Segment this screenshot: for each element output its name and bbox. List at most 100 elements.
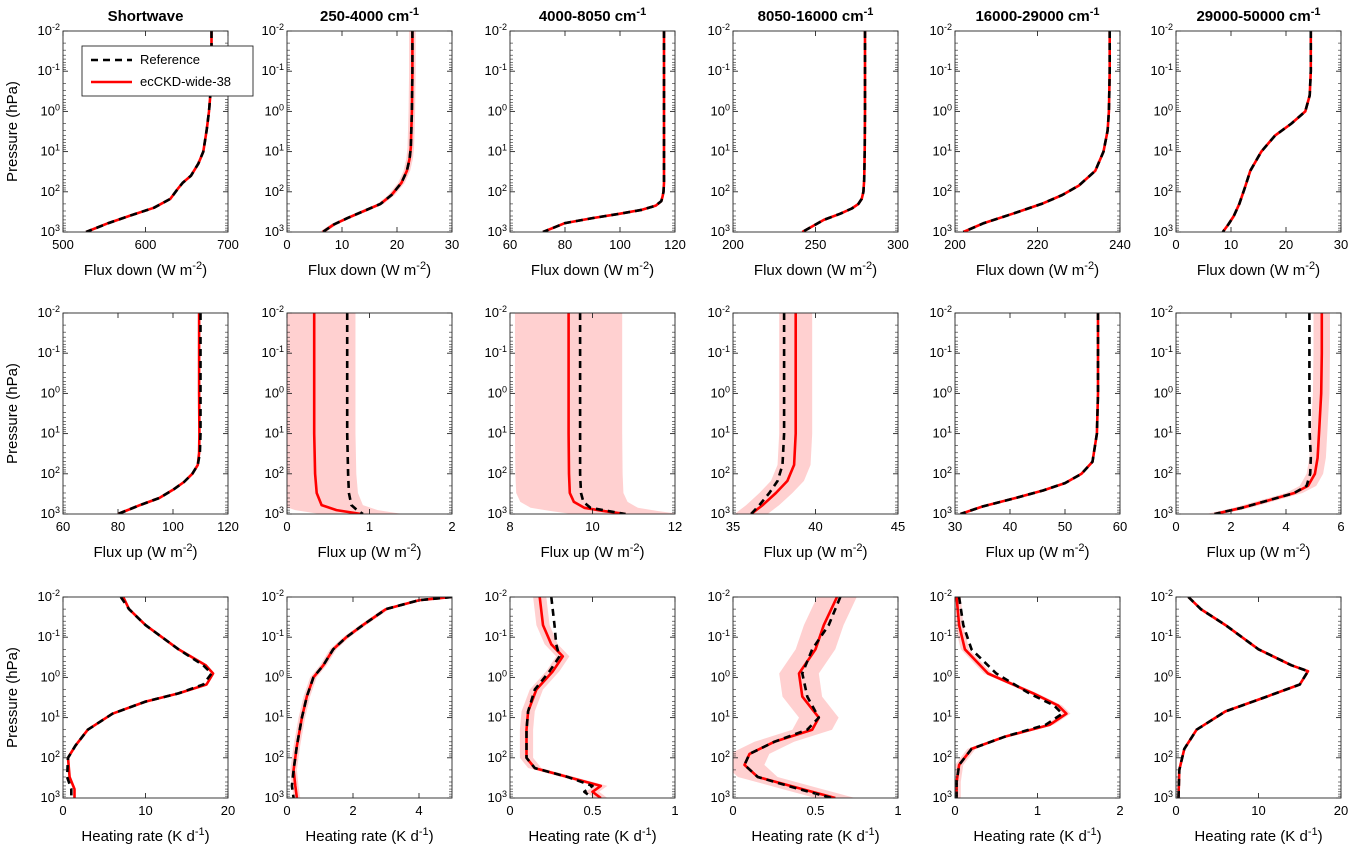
uncertainty-band	[734, 313, 813, 514]
x-tick-label: 60	[503, 237, 517, 252]
y-tick-label: 103​	[1154, 505, 1173, 521]
x-tick-label: 4	[1282, 519, 1289, 534]
y-tick-label: 102​	[265, 749, 284, 765]
y-tick-label: 102​	[933, 749, 952, 765]
y-tick-label: 101​	[1154, 425, 1173, 441]
y-tick-label: 100​	[1154, 102, 1173, 118]
x-tick-label: 12	[668, 519, 682, 534]
y-tick-label: 102​	[933, 183, 952, 199]
x-tick-label: 600	[135, 237, 157, 252]
x-tick-label: 50	[1058, 519, 1072, 534]
y-tick-label: 101​	[711, 709, 730, 725]
x-tick-label: 35	[726, 519, 740, 534]
eccckd-line	[750, 313, 798, 514]
y-tick-label: 10-2​	[38, 304, 60, 320]
x-tick-label: 0	[283, 803, 290, 818]
panel-r0-c1: 10-2​ 10-1​ 100​ 101​ 102​ 103​0 10 20 30 Flux do…	[262, 6, 460, 279]
x-axis-label: Heating rate (K d-1​)	[751, 826, 879, 845]
y-tick-label: 103​	[933, 505, 952, 521]
y-tick-label: 103​	[41, 505, 60, 521]
x-axis-label: Heating rate (K d-1​)	[1194, 826, 1322, 845]
y-tick-label: 103​	[265, 789, 284, 805]
y-tick-label: 101​	[41, 143, 60, 159]
y-axis-label: Pressure (hPa)	[4, 647, 21, 748]
y-tick-label: 10-2​	[38, 22, 60, 38]
y-tick-label: 10-2​	[262, 22, 284, 38]
panel-r2-c4: 10-2​ 10-1​ 100​ 101​ 102​ 103​0 1 2 Heating rat…	[930, 588, 1124, 845]
reference-line	[1221, 31, 1313, 232]
y-tick-label: 10-1​	[930, 628, 952, 644]
y-axis-label: Pressure (hPa)	[4, 363, 21, 464]
y-tick-label: 102​	[265, 183, 284, 199]
axes-box	[286, 596, 453, 799]
y-tick-label: 10-2​	[930, 22, 952, 38]
x-tick-label: 8	[506, 519, 513, 534]
y-tick-label: 102​	[41, 749, 60, 765]
reference-line	[117, 313, 202, 514]
panel-title: 29000-50000 cm-1​	[1196, 6, 1320, 25]
x-axis-label: Heating rate (K d-1​)	[305, 826, 433, 845]
y-tick-label: 103​	[711, 223, 730, 239]
reference-line	[345, 313, 364, 514]
x-tick-label: 1	[1034, 803, 1041, 818]
x-tick-label: 60	[1113, 519, 1127, 534]
x-tick-label: 20	[221, 803, 235, 818]
y-tick-label: 100​	[265, 102, 284, 118]
x-axis-label: Flux down (W m-2​)	[84, 260, 207, 279]
y-tick-label: 101​	[1154, 143, 1173, 159]
x-tick-label: 10	[1251, 803, 1265, 818]
y-tick-label: 10-2​	[930, 588, 952, 604]
y-tick-label: 100​	[711, 102, 730, 118]
eccckd-line	[66, 597, 215, 798]
reference-line	[290, 597, 452, 798]
x-tick-label: 2	[349, 803, 356, 818]
uncertainty-band	[1206, 313, 1330, 514]
x-tick-label: 0	[1172, 519, 1179, 534]
y-tick-label: 10-2​	[485, 22, 507, 38]
y-tick-label: 101​	[1154, 709, 1173, 725]
y-tick-label: 101​	[265, 709, 284, 725]
x-axis-label: Heating rate (K d-1​)	[81, 826, 209, 845]
uncertainty-band	[733, 597, 857, 798]
legend-reference-label: Reference	[140, 52, 200, 67]
reference-line	[542, 31, 666, 232]
y-tick-label: 100​	[488, 384, 507, 400]
x-tick-label: 10	[138, 803, 152, 818]
y-tick-label: 10-1​	[485, 344, 507, 360]
panel-r2-c0: 10-2​ 10-1​ 100​ 101​ 102​ 103​0 10 20 Heating r…	[4, 588, 235, 845]
x-tick-label: 10	[335, 237, 349, 252]
y-tick-label: 102​	[488, 465, 507, 481]
y-tick-label: 10-1​	[38, 62, 60, 78]
y-tick-label: 101​	[933, 709, 952, 725]
uncertainty-band	[514, 313, 675, 514]
y-tick-label: 100​	[41, 102, 60, 118]
x-tick-label: 100	[162, 519, 184, 534]
y-tick-label: 103​	[41, 223, 60, 239]
x-tick-label: 40	[1003, 519, 1017, 534]
y-tick-label: 100​	[488, 102, 507, 118]
eccckd-line	[312, 313, 362, 514]
y-tick-label: 100​	[41, 668, 60, 684]
x-tick-label: 4	[415, 803, 422, 818]
axes-box	[732, 30, 899, 233]
x-axis-label: Heating rate (K d-1​)	[528, 826, 656, 845]
y-tick-label: 103​	[933, 223, 952, 239]
x-tick-label: 2	[1116, 803, 1123, 818]
x-tick-label: 80	[111, 519, 125, 534]
x-tick-label: 30	[445, 237, 459, 252]
legend: Reference ecCKD-wide-38	[81, 45, 254, 97]
panel-r0-c5: 10-2​ 10-1​ 100​ 101​ 102​ 103​0 10 20 30 Flux do…	[1151, 6, 1349, 279]
y-tick-label: 10-1​	[485, 628, 507, 644]
eccckd-line	[1177, 597, 1310, 798]
y-tick-label: 100​	[1154, 668, 1173, 684]
panel-title: 250-4000 cm-1​	[320, 6, 419, 25]
y-tick-label: 102​	[711, 183, 730, 199]
x-tick-label: 1	[671, 803, 678, 818]
reference-line	[322, 31, 414, 232]
y-tick-label: 101​	[41, 425, 60, 441]
eccckd-line	[962, 31, 1111, 232]
y-tick-label: 10-1​	[708, 62, 730, 78]
y-tick-label: 10-1​	[485, 62, 507, 78]
x-axis-label: Flux up (W m-2​)	[318, 542, 422, 561]
